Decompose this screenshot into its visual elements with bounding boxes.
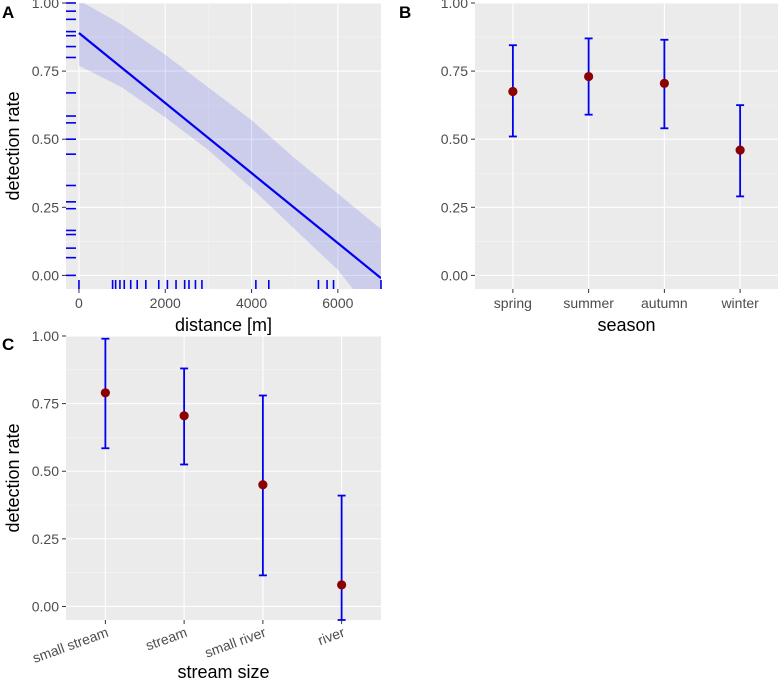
panel-a-axes: 0.00 0.25 0.50 0.75 1.00 0 2000 4000 6000: [32, 0, 354, 311]
panel-c-x-tick-label: small river: [202, 624, 268, 661]
panel-b-point: [659, 78, 669, 88]
panel-c-x-tick-label: small stream: [30, 624, 110, 666]
panel-c-marks: [100, 337, 347, 621]
panel-a-fit-line: [78, 32, 381, 279]
panel-b-x-tick-label: spring: [494, 295, 532, 311]
panel-b-point: [508, 86, 518, 97]
panel-a-gridlines: [66, 2, 381, 289]
panel-c-point: [100, 388, 110, 398]
panel-b-x-title: season: [597, 315, 655, 335]
panel-b-plot-area: [475, 3, 778, 289]
panel-c-y-tick-label: 0.00: [32, 598, 59, 614]
panel-c-y-tick-label: 0.75: [32, 396, 59, 412]
panel-a-y-tick-label: 0.00: [32, 267, 59, 283]
panel-a-y-title: detection rate: [3, 91, 23, 200]
panel-b-tag: B: [399, 3, 411, 22]
panel-b: B 0.00 0.25 0.50 0.75 1.00 spring summer autumn…: [399, 0, 778, 335]
panel-b-point: [584, 71, 594, 82]
panel-a-x-tick-label: 2000: [150, 295, 181, 311]
panel-c-y-tick-label: 0.50: [32, 463, 59, 479]
panel-a-y-tick-label: 0.25: [32, 199, 59, 215]
panel-c-y-title: detection rate: [3, 423, 23, 532]
panel-b-marks: [508, 37, 745, 198]
panel-b-y-tick-label: 0.75: [441, 63, 468, 79]
panel-c-y-tick-label: 1.00: [32, 328, 59, 344]
panel-c-x-tick-label: river: [316, 624, 347, 648]
panel-b-y-tick-label: 0.50: [441, 131, 468, 147]
panel-b-x-tick-label: summer: [563, 295, 614, 311]
panel-a-x-tick-label: 4000: [236, 295, 267, 311]
panel-a: A 0.00 0.25 0.50 0.75 1.00 0 2000 4000 6000 dist…: [2, 0, 382, 335]
panel-a-rug: [66, 2, 382, 289]
panel-a-y-tick-label: 0.75: [32, 63, 59, 79]
panel-c-point: [179, 411, 189, 421]
panel-c-y-tick-label: 0.25: [32, 531, 59, 547]
panel-b-x-tick-label: autumn: [641, 295, 688, 311]
panel-a-tag: A: [2, 3, 14, 22]
panel-b-x-tick-label: winter: [720, 295, 759, 311]
panel-a-x-tick-label: 0: [75, 295, 83, 311]
panel-a-x-title: distance [m]: [175, 315, 272, 335]
panel-b-y-tick-label: 0.25: [441, 199, 468, 215]
panel-c-plot-area: [66, 336, 381, 620]
panel-c-x-title: stream size: [177, 662, 269, 682]
panel-b-point: [735, 145, 745, 155]
panel-b-y-tick-label: 0.00: [441, 267, 468, 283]
panel-a-x-tick-label: 6000: [322, 295, 353, 311]
panel-c-x-tick-label: stream: [143, 624, 189, 654]
panel-c-point: [258, 480, 268, 490]
panel-c-tag: C: [2, 335, 14, 354]
panel-b-y-tick-label: 1.00: [441, 0, 468, 11]
panel-a-y-tick-label: 0.50: [32, 131, 59, 147]
panel-a-y-tick-label: 1.00: [32, 0, 59, 11]
panel-c: C 0.00 0.25 0.50 0.75 1.00 small stream stream…: [2, 328, 381, 682]
panel-b-axes: 0.00 0.25 0.50 0.75 1.00 spring summer autumn wi…: [441, 0, 759, 311]
panel-c-point: [337, 580, 347, 590]
